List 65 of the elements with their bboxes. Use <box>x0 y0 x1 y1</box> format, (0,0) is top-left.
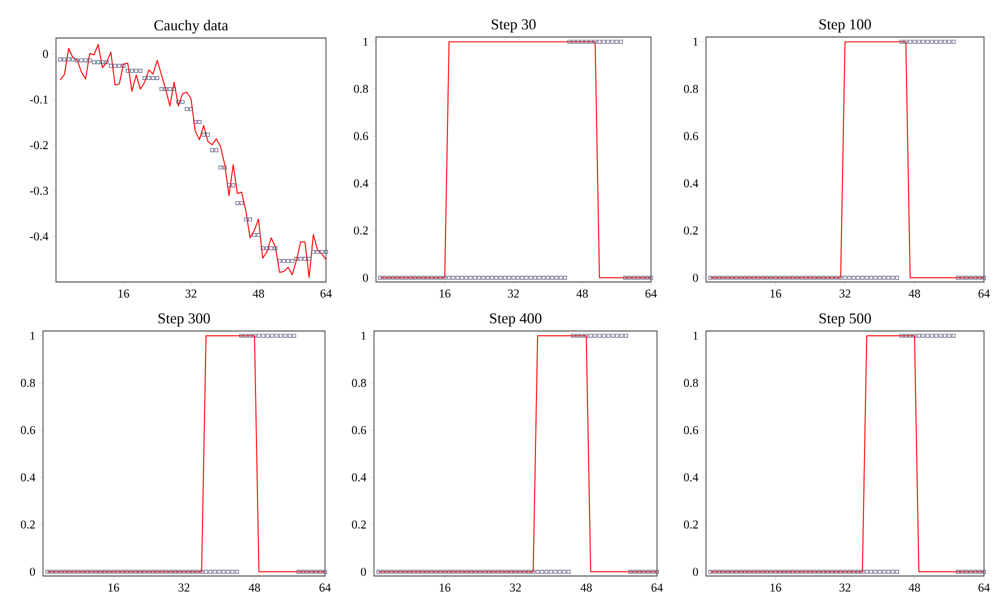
x-tick-label: 64 <box>978 290 990 298</box>
y-tick-label: 0.2 <box>684 520 698 529</box>
y-tick-label: 1 <box>694 332 698 340</box>
y-tick-label: -0.2 <box>30 141 48 150</box>
x-tick-label: 32 <box>840 584 850 592</box>
x-tick-label: 48 <box>908 584 920 592</box>
x-tick-label: 48 <box>580 584 592 592</box>
chart-title: Step 30 <box>492 19 536 32</box>
y-tick-label: 0.4 <box>354 179 368 188</box>
x-tick-label: 64 <box>320 290 332 298</box>
y-tick-label: 1 <box>30 332 35 340</box>
y-tick-label: 1 <box>362 332 366 340</box>
y-tick-label: -0.3 <box>30 186 48 195</box>
y-tick-label: -0.1 <box>30 95 48 104</box>
y-tick-label: 0 <box>692 274 698 282</box>
y-tick-label: 0 <box>42 50 48 58</box>
x-tick-label: 32 <box>178 584 190 592</box>
x-tick-label: 64 <box>646 290 657 298</box>
y-tick-label: 0.2 <box>684 226 698 235</box>
y-tick-label: 0.8 <box>354 84 368 93</box>
y-tick-label: 0.8 <box>20 378 36 388</box>
x-tick-label: 32 <box>510 584 521 592</box>
x-tick-label: 64 <box>652 584 663 592</box>
y-tick-label: 0.4 <box>20 473 36 482</box>
y-tick-label: 0.2 <box>20 520 35 529</box>
x-tick-label: 16 <box>440 584 450 592</box>
x-tick-label: 16 <box>108 584 120 592</box>
y-tick-label: 0.6 <box>352 426 366 434</box>
chart-title: Step 300 <box>158 313 210 326</box>
y-tick-label: 0.8 <box>684 84 698 93</box>
x-tick-label: 48 <box>252 290 264 298</box>
x-tick-label: 32 <box>840 290 850 298</box>
y-tick-label: 0 <box>692 568 698 576</box>
chart-title: Step 400 <box>490 313 542 326</box>
x-tick-label: 32 <box>508 290 519 298</box>
x-tick-label: 16 <box>770 290 782 298</box>
x-tick-label: 64 <box>978 584 990 592</box>
y-tick-label: 0 <box>360 568 366 576</box>
y-tick-label: 0.8 <box>684 378 698 388</box>
chart-title: Step 100 <box>820 19 871 32</box>
y-tick-label: 0.6 <box>20 426 36 434</box>
y-tick-label: 0.8 <box>352 378 366 388</box>
x-tick-label: 64 <box>320 584 331 592</box>
x-tick-label: 32 <box>186 290 196 298</box>
y-tick-label: 0.2 <box>352 520 366 529</box>
x-tick-label: 48 <box>908 290 920 298</box>
x-tick-label: 16 <box>440 290 450 298</box>
y-tick-label: 0 <box>30 568 36 576</box>
y-tick-label: 0 <box>362 274 368 282</box>
y-tick-label: 0.2 <box>354 226 368 235</box>
y-tick-label: 0.6 <box>684 132 698 140</box>
x-tick-label: 48 <box>576 290 588 298</box>
chart-title: Step 500 <box>820 313 871 326</box>
x-tick-label: 48 <box>248 584 260 592</box>
chart-title: Cauchy data <box>154 20 228 34</box>
y-tick-label: 0.4 <box>684 473 698 482</box>
y-tick-label: -0.4 <box>30 232 48 240</box>
y-tick-label: 0.6 <box>354 132 368 140</box>
x-tick-label: 16 <box>118 290 130 298</box>
y-tick-label: 1 <box>364 38 368 46</box>
y-tick-label: 0.6 <box>684 426 698 434</box>
y-tick-label: 1 <box>694 38 698 46</box>
x-tick-label: 16 <box>770 584 782 592</box>
y-tick-label: 0.4 <box>684 179 698 188</box>
y-tick-label: 0.4 <box>352 473 366 482</box>
